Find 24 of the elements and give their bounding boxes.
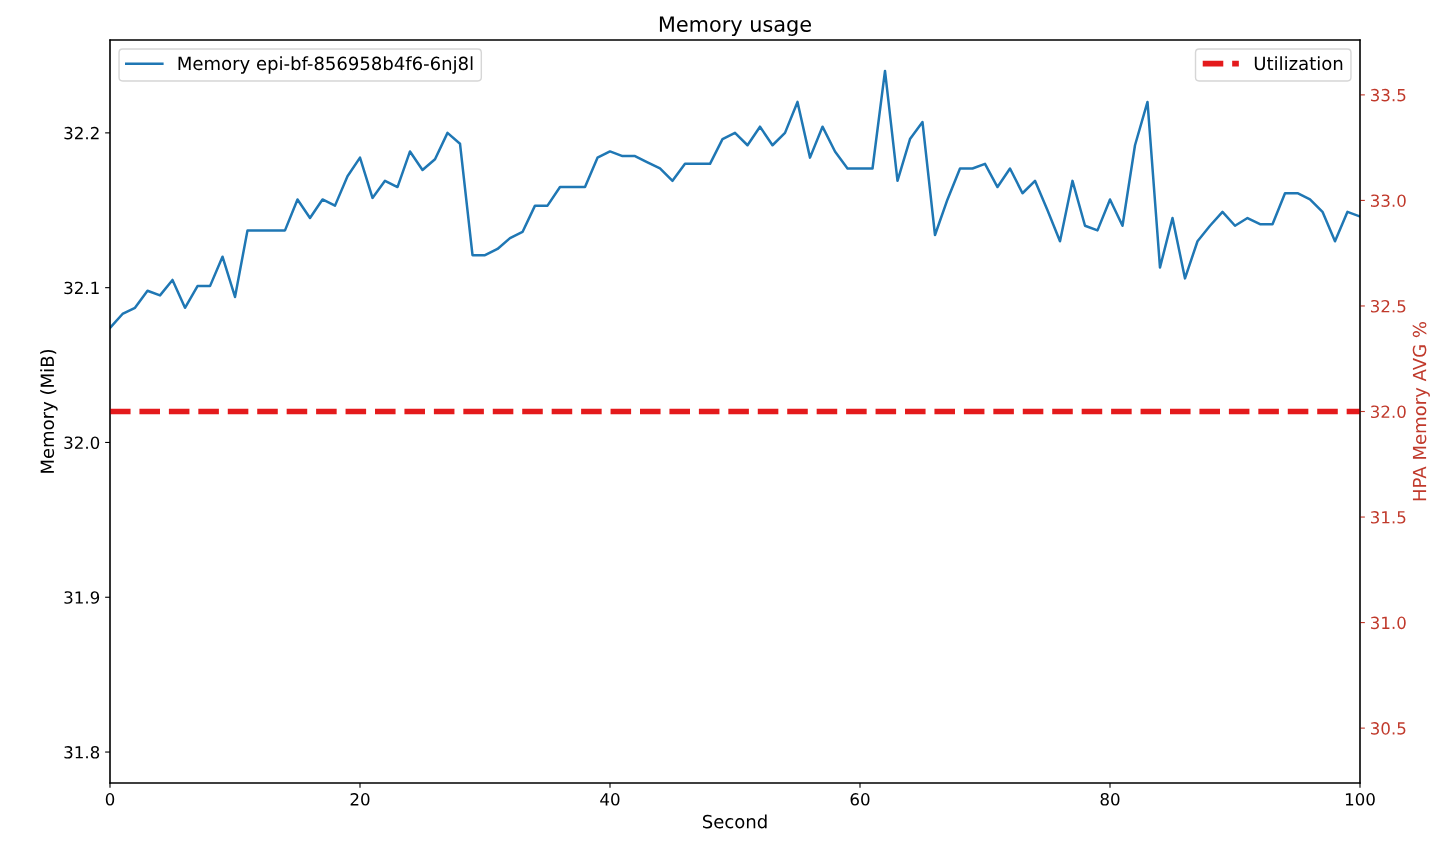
- y2-tick-label: 30.5: [1370, 722, 1406, 735]
- y-tick-label: 32.2: [64, 126, 99, 140]
- y2-tick-label: 31.5: [1370, 511, 1406, 524]
- x-tick-label: 40: [600, 793, 620, 806]
- x-tick-label: 80: [1100, 793, 1120, 806]
- y2-tick-label: 32.0: [1370, 405, 1406, 419]
- y-tick-label: 31.8: [64, 746, 100, 759]
- y-axis-title: Memory (MiB): [40, 349, 58, 473]
- x-axis-title: Second: [702, 814, 767, 829]
- y2-tick-label: 31.0: [1370, 616, 1406, 630]
- y2-axis-title: HPA Memory AVG %: [1412, 321, 1430, 501]
- y2-tick-label: 32.5: [1370, 299, 1406, 313]
- y2-tick-label: 33.5: [1370, 88, 1406, 102]
- y2-tick-label: 33.0: [1370, 194, 1406, 207]
- y-tick-label: 32.0: [64, 436, 100, 450]
- chart-title: Memory usage: [659, 16, 811, 36]
- legend-label: Utilization: [1254, 56, 1343, 71]
- x-tick-label: 20: [350, 793, 370, 806]
- x-tick-label: 60: [850, 793, 870, 806]
- x-tick-label: 100: [1345, 793, 1375, 806]
- y-tick-label: 32.1: [64, 281, 99, 295]
- legend-label: Memory epi-bf-856958b4f6-6nj8l: [178, 56, 473, 74]
- y-tick-label: 31.9: [64, 591, 100, 604]
- x-tick-label: 0: [105, 793, 115, 806]
